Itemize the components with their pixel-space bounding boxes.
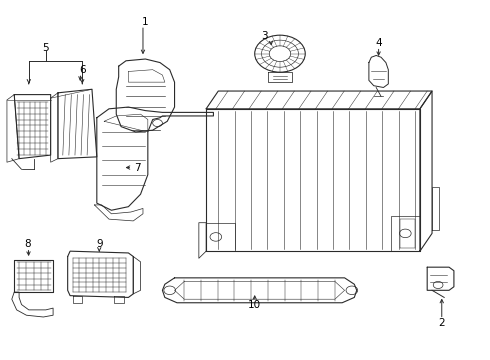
Text: 3: 3 — [261, 31, 268, 41]
Text: 4: 4 — [375, 38, 382, 48]
Text: 2: 2 — [439, 318, 445, 328]
Text: 8: 8 — [24, 239, 31, 249]
Text: 10: 10 — [248, 300, 261, 310]
Text: 7: 7 — [134, 163, 141, 172]
Text: 1: 1 — [142, 17, 149, 27]
Text: 9: 9 — [96, 239, 102, 249]
Text: 6: 6 — [79, 65, 86, 75]
Text: 5: 5 — [43, 43, 49, 53]
